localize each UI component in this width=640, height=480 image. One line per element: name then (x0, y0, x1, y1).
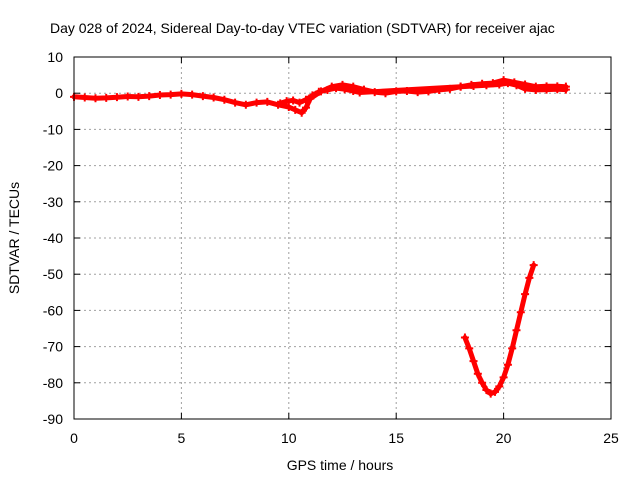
data-point (301, 103, 310, 112)
data-point (469, 357, 478, 366)
x-tick-label: 20 (496, 430, 512, 446)
data-point (297, 108, 306, 117)
data-point (188, 90, 197, 99)
x-tick-label: 0 (70, 430, 78, 446)
x-tick-label: 10 (281, 430, 297, 446)
data-point (340, 85, 349, 94)
data-point (177, 89, 186, 98)
data-point (542, 85, 551, 94)
data-point (503, 360, 512, 369)
data-point (155, 91, 164, 100)
data-point (314, 87, 323, 96)
series-secondary-band (276, 79, 570, 108)
data-point (521, 290, 530, 299)
data-point (308, 91, 317, 100)
y-tick-label: -70 (43, 339, 63, 355)
grid (74, 57, 611, 419)
data-point (465, 344, 474, 353)
y-tick-label: -10 (43, 121, 63, 137)
data-point (209, 93, 218, 102)
data-point (301, 95, 310, 104)
data-point (508, 344, 517, 353)
data-point (529, 261, 538, 270)
data-point (276, 99, 285, 108)
data-point (553, 85, 562, 94)
data-point (521, 84, 530, 93)
y-tick-label: -30 (43, 194, 63, 210)
data-point (482, 386, 491, 395)
y-tick-label: -20 (43, 158, 63, 174)
y-axis-label: SDTVAR / TECUs (6, 182, 22, 294)
data-point (512, 81, 521, 90)
y-tick-label: -50 (43, 266, 63, 282)
y-tick-label: -80 (43, 375, 63, 391)
x-tick-label: 15 (388, 430, 404, 446)
data-point (80, 93, 89, 102)
data-point (284, 102, 293, 111)
series-layer (70, 76, 570, 398)
data-point (473, 369, 482, 378)
data-point (289, 96, 298, 105)
data-point (531, 85, 540, 94)
data-point (220, 95, 229, 104)
data-point (516, 308, 525, 317)
y-tick-label: 10 (47, 49, 63, 65)
data-point (332, 84, 341, 93)
series-late-arc (460, 261, 538, 398)
data-point (355, 88, 364, 97)
data-point (291, 105, 300, 114)
x-tick-label: 25 (603, 430, 619, 446)
x-axis-label: GPS time / hours (287, 457, 394, 473)
data-point (460, 333, 469, 342)
chart-title: Day 028 of 2024, Sidereal Day-to-day VTE… (50, 20, 555, 36)
y-tick-label: 0 (55, 85, 63, 101)
data-point (478, 378, 487, 387)
data-point (295, 98, 304, 107)
data-point (145, 92, 154, 101)
data-point (491, 387, 500, 396)
data-point (349, 87, 358, 96)
data-point (252, 98, 261, 107)
data-point (263, 97, 272, 106)
data-point (456, 82, 465, 91)
data-point (231, 98, 240, 107)
data-point (499, 373, 508, 382)
data-point (241, 100, 250, 109)
data-point (112, 93, 121, 102)
data-point (512, 326, 521, 335)
x-tick-label: 5 (178, 430, 186, 446)
data-point (486, 389, 495, 398)
data-point (91, 94, 100, 103)
data-point (469, 81, 478, 90)
data-point (102, 93, 111, 102)
data-point (561, 85, 570, 94)
data-point (166, 90, 175, 99)
data-point (503, 79, 512, 88)
y-tick-label: -40 (43, 230, 63, 246)
y-tick-label: -60 (43, 302, 63, 318)
data-point (123, 92, 132, 101)
data-point (525, 273, 534, 282)
data-point (323, 85, 332, 94)
data-point (198, 92, 207, 101)
data-point (482, 81, 491, 90)
data-point (495, 382, 504, 391)
y-tick-label: -90 (43, 411, 63, 427)
ticks: 10 0 -10 -20 -30 -40 -50 -60 -70 -80 -90 0 5 10 15 20 25 (43, 49, 619, 446)
data-point (134, 92, 143, 101)
data-point (495, 80, 504, 89)
